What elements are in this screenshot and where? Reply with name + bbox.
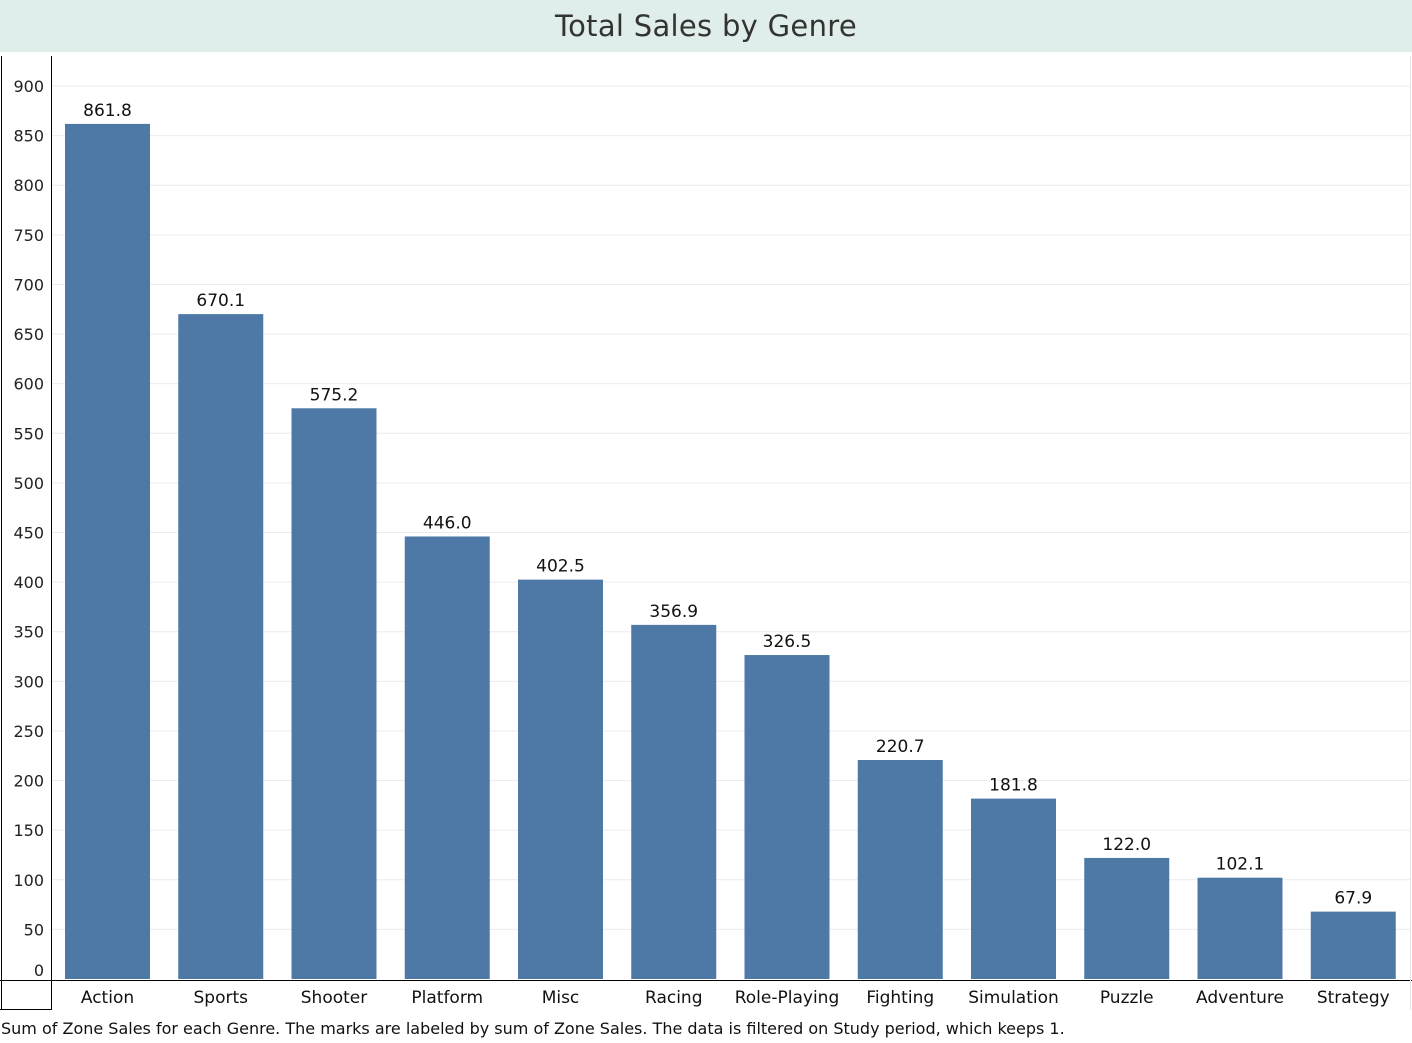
x-tick-label: Strategy bbox=[1317, 988, 1390, 1008]
bar-puzzle[interactable] bbox=[1084, 857, 1170, 979]
y-tick-label: 50 bbox=[24, 920, 44, 939]
bar-platform[interactable] bbox=[404, 536, 490, 979]
data-label: 446.0 bbox=[423, 513, 472, 533]
x-tick-label: Shooter bbox=[301, 988, 367, 1008]
bar-misc[interactable] bbox=[518, 579, 603, 979]
y-axis-ticks: 0 50 100 150 200 250 300 350 400 450 500 550 600 650 7… bbox=[13, 77, 44, 980]
data-label: 122.0 bbox=[1102, 835, 1151, 855]
data-label: 670.1 bbox=[196, 291, 245, 311]
bar-shooter[interactable] bbox=[291, 408, 377, 979]
data-label: 861.8 bbox=[83, 101, 132, 121]
y-tick-label: 550 bbox=[13, 424, 44, 443]
bar-strategy[interactable] bbox=[1310, 911, 1396, 979]
bar-racing[interactable] bbox=[631, 624, 717, 979]
data-label: 356.9 bbox=[649, 602, 698, 622]
y-tick-label: 100 bbox=[13, 871, 44, 890]
data-label: 575.2 bbox=[310, 385, 359, 405]
y-tick-label: 600 bbox=[13, 375, 44, 394]
x-tick-label: Platform bbox=[411, 988, 483, 1008]
y-tick-label: 850 bbox=[13, 127, 44, 146]
x-tick-label: Puzzle bbox=[1100, 988, 1154, 1008]
bar-role-playing[interactable] bbox=[744, 655, 830, 979]
category-labels: Action Sports Shooter Platform Misc Racing Rol… bbox=[81, 988, 1390, 1008]
chart-title: Total Sales by Genre bbox=[555, 9, 857, 43]
y-tick-label: 150 bbox=[13, 821, 44, 840]
y-tick-label: 900 bbox=[13, 77, 44, 96]
y-tick-label: 750 bbox=[13, 226, 44, 245]
x-tick-label: Role-Playing bbox=[735, 988, 840, 1008]
bar-adventure[interactable] bbox=[1197, 877, 1283, 979]
bar-simulation[interactable] bbox=[971, 798, 1056, 979]
value-labels: 861.8 670.1 575.2 446.0 402.5 356.9 326.5 220.7… bbox=[83, 101, 1372, 909]
y-tick-label: 250 bbox=[13, 722, 44, 741]
chart-title-bar: Total Sales by Genre bbox=[0, 0, 1412, 52]
chart-caption: Sum of Zone Sales for each Genre. The ma… bbox=[1, 1019, 1065, 1038]
y-tick-label: 400 bbox=[13, 573, 44, 592]
y-tick-label: 700 bbox=[13, 275, 44, 294]
bar-chart: 0 50 100 150 200 250 300 350 400 450 500 550 600 650 7… bbox=[0, 56, 1412, 1010]
y-tick-label: 650 bbox=[13, 325, 44, 344]
data-label: 67.9 bbox=[1334, 889, 1372, 909]
bars bbox=[65, 123, 1396, 979]
y-tick-label: 800 bbox=[13, 176, 44, 195]
bar-action[interactable] bbox=[65, 123, 150, 979]
y-tick-label: 300 bbox=[13, 672, 44, 691]
x-tick-label: Simulation bbox=[968, 988, 1059, 1008]
bar-sports[interactable] bbox=[178, 314, 264, 979]
axes bbox=[0, 56, 1412, 1010]
x-tick-label: Adventure bbox=[1196, 988, 1284, 1008]
data-label: 102.1 bbox=[1216, 855, 1265, 875]
x-tick-label: Fighting bbox=[866, 988, 934, 1008]
y-tick-label: 500 bbox=[13, 474, 44, 493]
y-tick-label: 0 bbox=[34, 961, 44, 980]
x-tick-label: Misc bbox=[542, 988, 580, 1008]
y-tick-label: 200 bbox=[13, 772, 44, 791]
x-tick-label: Sports bbox=[194, 988, 249, 1008]
data-label: 181.8 bbox=[989, 776, 1038, 796]
y-tick-label: 350 bbox=[13, 623, 44, 642]
y-tick-label: 450 bbox=[13, 524, 44, 543]
data-label: 402.5 bbox=[536, 557, 585, 577]
x-tick-label: Racing bbox=[645, 988, 703, 1008]
bar-fighting[interactable] bbox=[857, 760, 943, 979]
gridlines bbox=[51, 85, 1410, 930]
data-label: 220.7 bbox=[876, 737, 925, 757]
x-tick-label: Action bbox=[81, 988, 134, 1008]
data-label: 326.5 bbox=[763, 632, 812, 652]
